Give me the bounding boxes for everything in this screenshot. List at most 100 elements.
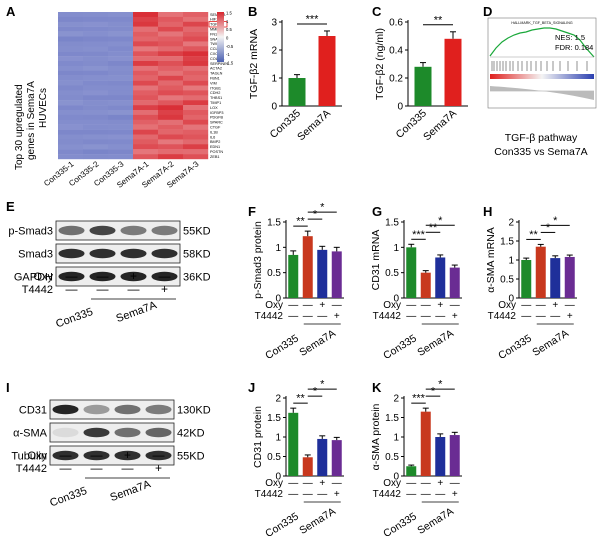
heatmap-cell (158, 61, 184, 67)
heatmap-cell (83, 21, 109, 27)
y-axis-label: α-SMA mRNA (485, 227, 497, 293)
heatmap-cells (58, 12, 209, 160)
blot-t4442-mark: — (122, 461, 134, 475)
significance-stars: * (320, 379, 325, 391)
blot-kd-label: 55KD (183, 226, 211, 238)
heatmap-cell (83, 105, 109, 111)
heatmap-scale-tick: 1.5 (226, 11, 232, 16)
heatmap-cell (108, 21, 134, 27)
gsea-fdr: FDR: 0.184 (555, 43, 593, 52)
heatmap-cell (83, 144, 109, 150)
blot-band (145, 404, 172, 415)
heatmap-cell (133, 85, 159, 91)
bar (435, 257, 446, 298)
heatmap-cell (83, 41, 109, 47)
blot-oxy-mark: — (91, 448, 103, 462)
blot-t4442-label: T4442 (22, 284, 53, 296)
heatmap-cell (183, 85, 209, 91)
heatmap-cell (108, 31, 134, 37)
heatmap-cell (133, 139, 159, 145)
bar (435, 437, 446, 476)
blot-row-label: α-SMA (13, 428, 48, 440)
heatmap-cell (58, 61, 84, 67)
t4442-mark: — (303, 489, 313, 500)
bar (414, 66, 432, 106)
heatmap-cell (83, 75, 109, 81)
gsea-title: HALLMARK_TGF_BETA_SIGNALING (511, 21, 572, 25)
heatmap-cell (158, 51, 184, 57)
panel-letter-f: F (248, 204, 256, 219)
gsea-nes: NES: 1.5 (555, 33, 585, 42)
heatmap-cell (83, 61, 109, 67)
heatmap-cell (158, 36, 184, 42)
category-label: Sema7A (421, 107, 459, 143)
heatmap-cell (158, 139, 184, 145)
blot-group-con335: Con335 (54, 306, 94, 330)
heatmap-cell (58, 21, 84, 27)
heatmap-cell (183, 134, 209, 140)
oxy-mark: + (319, 478, 325, 489)
blot-group-con335: Con335 (48, 485, 88, 509)
bar (449, 267, 460, 298)
oxy-mark: — (450, 300, 460, 311)
heatmap-cell (108, 134, 134, 140)
y-tick-label: 0 (393, 472, 399, 483)
y-tick-label: 0.6 (389, 18, 403, 29)
blot-oxy-label: Oxy (33, 271, 53, 283)
heatmap-cell (58, 105, 84, 111)
heatmap-cell (183, 124, 209, 130)
significance-stars: *** (306, 13, 320, 25)
heatmap-cell (58, 85, 84, 91)
heatmap-cell (158, 12, 184, 18)
oxy-mark: — (332, 300, 342, 311)
significance-stars: * (313, 386, 318, 398)
heatmap-cell (133, 95, 159, 101)
blot-strip (49, 445, 175, 466)
panel-letter-d: D (483, 4, 492, 19)
y-tick-label: 1.5 (500, 237, 514, 248)
y-tick-label: 1.5 (385, 218, 399, 229)
blot-row-label: p-Smad3 (8, 226, 53, 238)
heatmap-cell (58, 110, 84, 116)
y-tick-label: 2 (393, 394, 399, 405)
blot-band (83, 450, 110, 461)
heatmap-cell (58, 26, 84, 32)
heatmap-cell (133, 110, 159, 116)
blot-oxy-label: Oxy (27, 450, 47, 462)
blot-t4442-mark: — (97, 282, 109, 296)
heatmap-cell (183, 12, 209, 18)
oxy-mark: — (565, 300, 575, 311)
blot-band (114, 450, 141, 461)
y-tick-label: 1 (275, 243, 281, 254)
heatmap-cell (58, 12, 84, 18)
group-label-con335: Con335 (381, 510, 419, 540)
heatmap-cell (133, 100, 159, 106)
blot-oxy-mark: — (153, 448, 165, 462)
heatmap-cell (158, 119, 184, 125)
t4442-label: T4442 (373, 311, 402, 322)
heatmap-cell (108, 26, 134, 32)
heatmap-gene-label: SNAI1 (210, 37, 221, 41)
oxy-mark: — (421, 300, 431, 311)
significance-stars: ** (429, 222, 438, 234)
heatmap-cell (58, 65, 84, 71)
heatmap-cell (83, 119, 109, 125)
t4442-mark: — (536, 311, 546, 322)
oxy-label: Oxy (265, 300, 283, 311)
blot-oxy-mark: + (130, 269, 137, 283)
heatmap-cell (58, 80, 84, 86)
heatmap-cell (58, 95, 84, 101)
blot-kd-label: 55KD (177, 451, 205, 463)
heatmap-cell (133, 75, 159, 81)
panel-letter-e: E (6, 199, 15, 214)
blot-strip (55, 220, 181, 241)
heatmap-cell (133, 105, 159, 111)
blot-strip (55, 243, 181, 264)
gsea-hit-bars (491, 61, 588, 71)
heatmap-cell (133, 56, 159, 62)
heatmap-cell (58, 100, 84, 106)
heatmap-cell (158, 21, 184, 27)
heatmap-scale-tick: 1 (226, 19, 229, 24)
blot-band (83, 404, 110, 415)
